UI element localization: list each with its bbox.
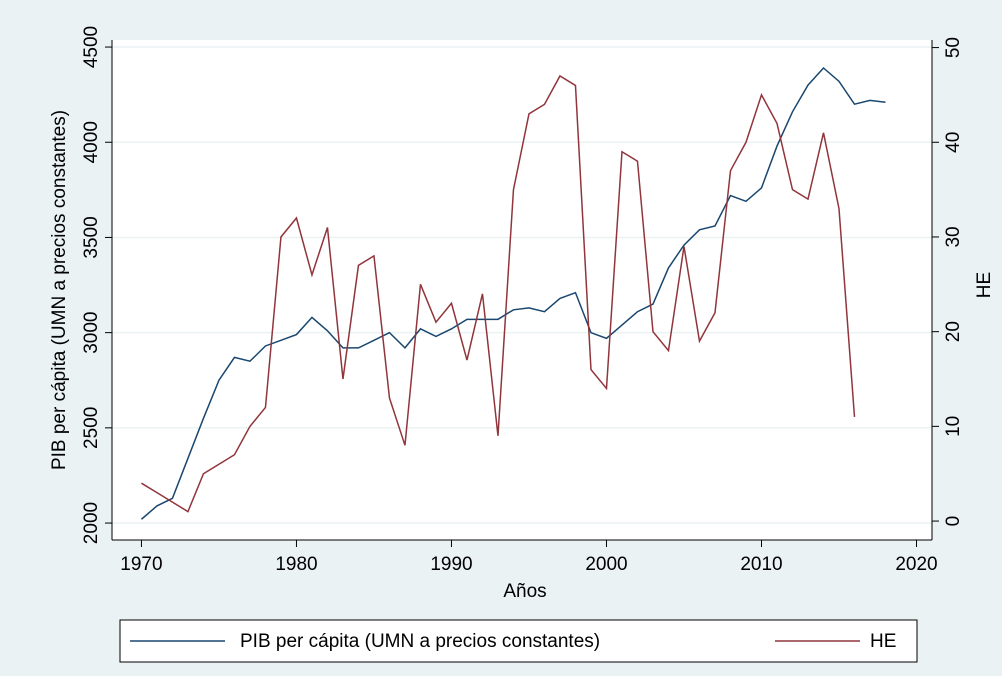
y2-tick-label: 30: [943, 226, 964, 247]
y-tick-label: 3500: [81, 216, 102, 258]
legend-label: HE: [870, 631, 896, 652]
x-tick-label: 2010: [740, 554, 782, 575]
y2-tick-label: 10: [943, 416, 964, 437]
y2-tick-label: 50: [943, 37, 964, 58]
y-axis-label: PIB per cápita (UMN a precios constantes…: [49, 110, 70, 470]
legend-label: PIB per cápita (UMN a precios constantes…: [240, 631, 600, 652]
y2-tick-label: 0: [943, 516, 964, 527]
y2-tick-label: 40: [943, 132, 964, 153]
y-tick-label: 4500: [81, 26, 102, 68]
y-tick-label: 3000: [81, 312, 102, 354]
series-line: [140, 66, 886, 520]
y2-axis-label: HE: [974, 272, 995, 298]
plot-area: [112, 40, 932, 540]
x-tick-label: 1970: [120, 554, 162, 575]
x-axis-label: Años: [503, 581, 546, 602]
x-tick-label: 1980: [275, 554, 317, 575]
x-tick-label: 2000: [585, 554, 627, 575]
y2-tick-label: 20: [943, 321, 964, 342]
y-tick-label: 4000: [81, 121, 102, 163]
y-tick-label: 2000: [81, 502, 102, 544]
x-tick-label: 1990: [430, 554, 472, 575]
series-line: [141, 74, 856, 513]
x-tick-label: 2020: [895, 554, 937, 575]
y-tick-label: 2500: [81, 407, 102, 449]
